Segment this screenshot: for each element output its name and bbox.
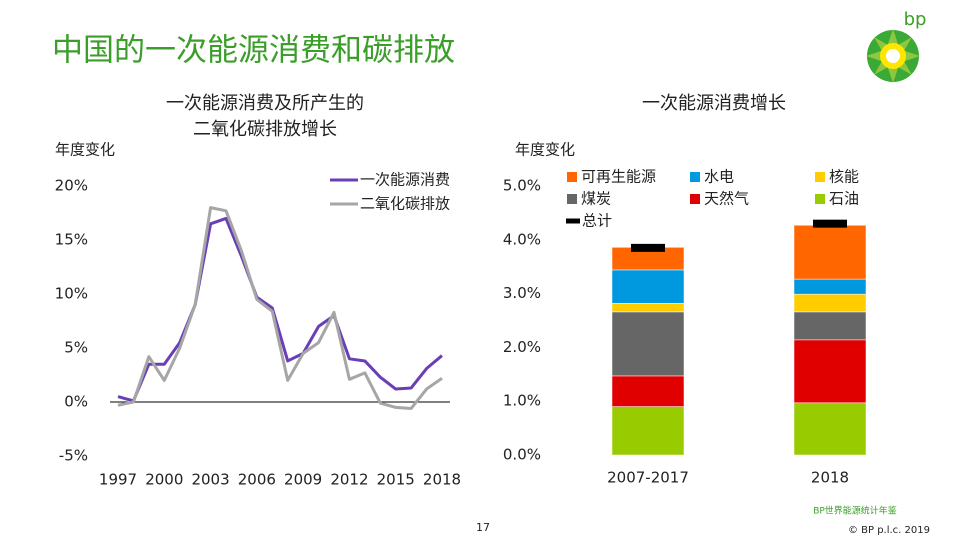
bp-logo <box>866 29 920 83</box>
legend-label: 可再生能源 <box>581 168 656 186</box>
bar-segment <box>793 293 867 313</box>
x-tick-label: 2003 <box>191 471 229 489</box>
x-tick-label: 2018 <box>811 469 849 487</box>
page-number: 17 <box>476 521 490 534</box>
legend-swatch <box>690 194 700 204</box>
bar-segment <box>793 311 867 341</box>
x-tick-label: 1997 <box>99 471 137 489</box>
source: BP世界能源统计年鉴 <box>813 505 897 517</box>
logo-text: bp <box>904 9 927 30</box>
series-line <box>117 216 443 403</box>
legend-label: 煤炭 <box>581 190 611 208</box>
x-tick-label: 2015 <box>377 471 415 489</box>
y-tick-label: 5% <box>64 339 88 357</box>
y-tick-label: 4.0% <box>503 230 541 248</box>
x-tick-label: 2012 <box>330 471 368 489</box>
chart-title: 一次能源消费及所产生的 <box>166 93 364 114</box>
y-tick-label: 20% <box>55 177 88 195</box>
y-tick-label: 10% <box>55 285 88 303</box>
bar-segment <box>611 303 685 313</box>
x-tick-label: 2000 <box>145 471 183 489</box>
legend-swatch <box>815 194 825 204</box>
legend-label: 二氧化碳排放 <box>360 195 450 213</box>
slide-title: 中国的一次能源消费和碳排放 <box>52 33 455 69</box>
legend-label: 总计 <box>582 212 612 230</box>
bar-segment <box>611 269 685 304</box>
y-tick-label: 1.0% <box>503 392 541 410</box>
y-axis-label: 年度变化 <box>515 141 575 159</box>
legend-swatch <box>815 172 825 182</box>
bar-segment <box>611 311 685 377</box>
logo-center <box>886 49 900 63</box>
total-marker <box>813 219 847 228</box>
legend-label: 一次能源消费 <box>360 171 450 189</box>
legend-label: 天然气 <box>704 190 749 208</box>
x-tick-label: 2007-2017 <box>607 469 689 487</box>
legend-swatch <box>690 172 700 182</box>
y-tick-label: 3.0% <box>503 284 541 302</box>
bar-segment <box>611 375 685 407</box>
legend-swatch <box>566 218 580 224</box>
bar-segment <box>611 406 685 456</box>
bar-segment <box>793 339 867 404</box>
bar-segment <box>793 278 867 295</box>
y-tick-label: 0.0% <box>503 446 541 464</box>
total-marker <box>631 243 665 252</box>
copyright: © BP p.l.c. 2019 <box>848 525 930 536</box>
legend-label: 核能 <box>829 168 859 186</box>
x-tick-label: 2018 <box>423 471 461 489</box>
legend-label: 石油 <box>829 190 859 208</box>
chart-title: 一次能源消费增长 <box>642 93 786 114</box>
y-axis-label: 年度变化 <box>55 141 115 159</box>
x-tick-label: 2006 <box>238 471 276 489</box>
bar-segment <box>793 225 867 280</box>
series-line <box>117 206 443 410</box>
x-tick-label: 2009 <box>284 471 322 489</box>
legend-swatch <box>567 172 577 182</box>
legend-swatch <box>567 194 577 204</box>
y-tick-label: 5.0% <box>503 177 541 195</box>
chart-title: 二氧化碳排放增长 <box>193 119 337 140</box>
y-tick-label: 15% <box>55 231 88 249</box>
bar-segment <box>793 402 867 456</box>
legend-label: 水电 <box>704 168 734 186</box>
y-tick-label: -5% <box>59 447 88 465</box>
y-tick-label: 2.0% <box>503 338 541 356</box>
y-tick-label: 0% <box>64 393 88 411</box>
